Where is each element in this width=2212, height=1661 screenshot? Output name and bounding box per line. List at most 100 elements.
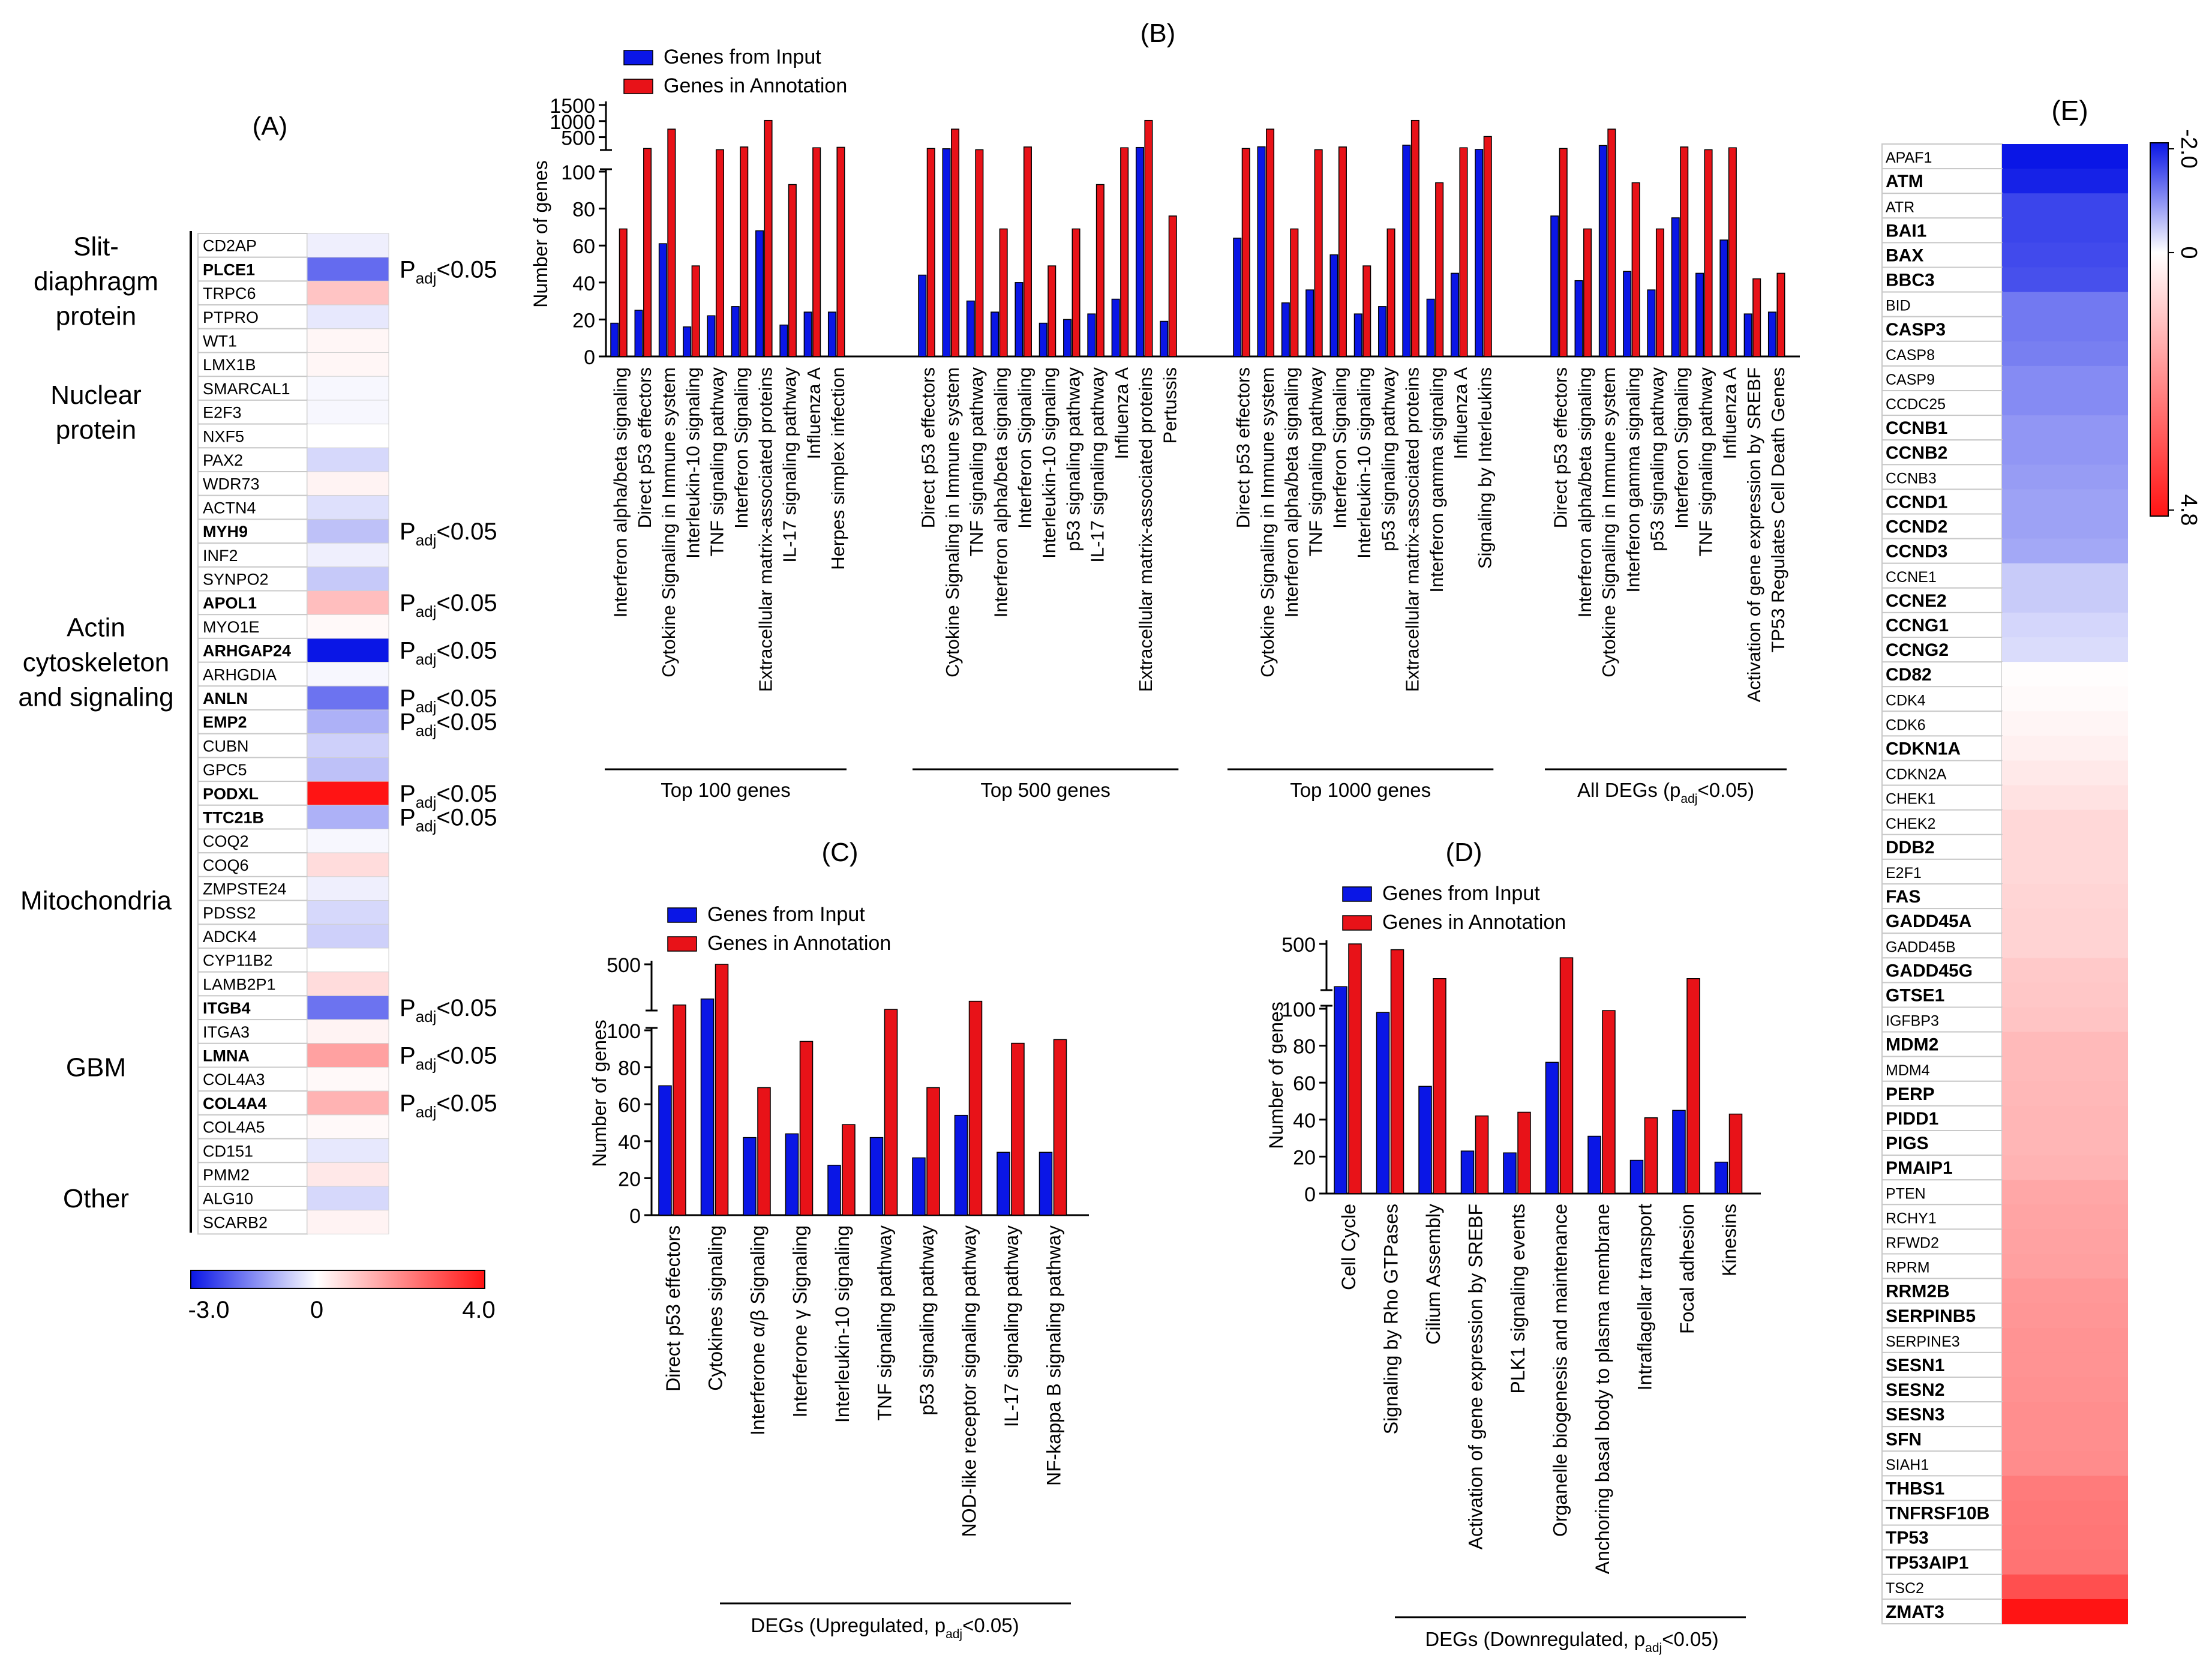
group-label: cytoskeleton	[23, 648, 170, 677]
x-tick-label: Interferon gamma signaling	[1426, 367, 1447, 593]
significance-label: Padj<0.05	[400, 256, 497, 287]
gene-label: PMM2	[203, 1166, 250, 1184]
x-tick-label: TNF signaling pathway	[874, 1225, 896, 1420]
x-tick-label: TP53 Regulates Cell Death Genes	[1767, 367, 1788, 653]
gene-name-cell	[1881, 710, 2003, 737]
panel-b-bar-chart: (B) Genes from Input Genes in Annotation 0 2…	[530, 19, 1800, 806]
gene-label: GPC5	[203, 761, 247, 779]
heatmap-cell	[2002, 1599, 2128, 1624]
bar-input	[610, 322, 619, 357]
heatmap-cell	[2002, 1500, 2128, 1526]
gene-label: COQ2	[203, 832, 249, 850]
bar-input	[1281, 302, 1290, 357]
bar-input	[942, 148, 951, 357]
gene-label: ARHGDIA	[203, 665, 277, 683]
bar-input	[827, 311, 836, 357]
gene-label: PMAIP1	[1886, 1158, 1953, 1178]
bar-input	[743, 1137, 757, 1216]
significance-label: Padj<0.05	[400, 805, 497, 835]
x-tick-label: Anchoring basal body to plasma membrane	[1592, 1204, 1613, 1574]
gene-label: TRPC6	[203, 284, 256, 302]
bar-annotation	[1517, 1111, 1531, 1194]
x-tick-label: TNF signaling pathway	[707, 367, 728, 557]
heatmap-cell	[2002, 587, 2128, 613]
bar-annotation	[812, 147, 821, 357]
bar-annotation	[1680, 146, 1689, 357]
gene-name-cell	[1881, 858, 2003, 885]
gene-name-cell	[1881, 1179, 2003, 1206]
panel-d-bar-chart: (D) Genes from Input Genes in Annotation 0 2…	[1265, 838, 1761, 1655]
heatmap-cell	[2002, 1476, 2128, 1501]
bar-annotation	[951, 128, 960, 357]
heatmap-cell	[2002, 1549, 2128, 1575]
heatmap-cell	[2002, 1131, 2128, 1156]
bar-annotation	[1704, 149, 1713, 357]
heatmap-cell	[307, 447, 389, 472]
gene-label: BAI1	[1886, 221, 1926, 241]
bar-input	[1257, 146, 1266, 357]
heatmap-cell	[2002, 1451, 2128, 1476]
gene-label: MYO1E	[203, 618, 260, 636]
x-tick-label: Activation of gene expression by SREBF	[1743, 367, 1764, 702]
gene-name-cell	[1881, 217, 2003, 244]
bar-input	[1623, 271, 1632, 357]
significance-label: Padj<0.05	[400, 781, 497, 811]
gene-label: SESN1	[1886, 1356, 1944, 1375]
gene-label: CYP11B2	[203, 952, 273, 970]
bar-annotation	[1144, 119, 1153, 357]
bar-annotation	[842, 1124, 856, 1216]
bar-input	[779, 324, 788, 357]
legend-label-input: Genes from Input	[707, 903, 865, 926]
x-tick-label: Focal adhesion	[1676, 1204, 1698, 1334]
heatmap-cell	[2002, 440, 2128, 465]
heatmap-cell	[307, 733, 389, 758]
heatmap-cell	[307, 1090, 389, 1116]
bar-input	[1334, 986, 1347, 1194]
bar-input	[1719, 239, 1728, 357]
bar-input	[700, 999, 715, 1216]
gene-name-cell	[1881, 390, 2003, 416]
gene-name-cell	[1881, 562, 2003, 589]
x-tick-label: Direct p53 effectors	[634, 367, 655, 528]
gene-label: GTSE1	[1886, 986, 1944, 1006]
x-tick-label: Cytokines signaling	[705, 1225, 727, 1391]
gene-label: BAX	[1886, 246, 1923, 266]
bar-annotation	[1410, 119, 1419, 357]
heatmap-cell	[2002, 267, 2128, 293]
x-tick-label: Pertussis	[1160, 367, 1181, 443]
bar-annotation	[836, 146, 845, 357]
group-label: GBM	[66, 1053, 126, 1083]
group-label: All DEGs (padj<0.05)	[1577, 779, 1754, 806]
heatmap-cell	[307, 1043, 389, 1068]
group-label: Other	[63, 1184, 129, 1213]
y-tick-label: 0	[629, 1205, 641, 1228]
gene-label: CASP9	[1886, 371, 1935, 388]
x-tick-label: Interferon alpha/beta signaling	[990, 367, 1011, 617]
gene-label: TTC21B	[203, 809, 264, 827]
bar-input	[1135, 146, 1144, 357]
group-label: Mitochondria	[20, 886, 172, 916]
bar-annotation	[757, 1087, 771, 1216]
bar-input	[954, 1114, 968, 1216]
bar-annotation	[968, 1000, 983, 1216]
gene-label: WT1	[203, 332, 237, 350]
gene-name-cell	[1881, 1056, 2003, 1082]
heatmap-cell	[2002, 1155, 2128, 1180]
bar-input	[1450, 272, 1459, 357]
gene-label: CDKN2A	[1886, 766, 1947, 783]
gene-name-cell	[197, 1186, 308, 1211]
heatmap-cell	[2002, 1574, 2128, 1600]
y-tick-label: 60	[1293, 1072, 1316, 1095]
gene-name-cell	[1881, 957, 2003, 984]
significance-label: Padj<0.05	[400, 1090, 497, 1121]
significance-label: Padj<0.05	[400, 590, 497, 620]
bar-input	[1695, 272, 1704, 357]
heatmap-cell	[2002, 1278, 2128, 1304]
heatmap-cell	[2002, 1525, 2128, 1551]
bar-annotation	[1776, 272, 1785, 357]
bar-input	[1574, 280, 1583, 357]
gene-label: E2F3	[203, 404, 242, 422]
heatmap-cell	[307, 1019, 389, 1044]
bar-input	[755, 230, 764, 357]
heatmap-cell	[307, 542, 389, 568]
